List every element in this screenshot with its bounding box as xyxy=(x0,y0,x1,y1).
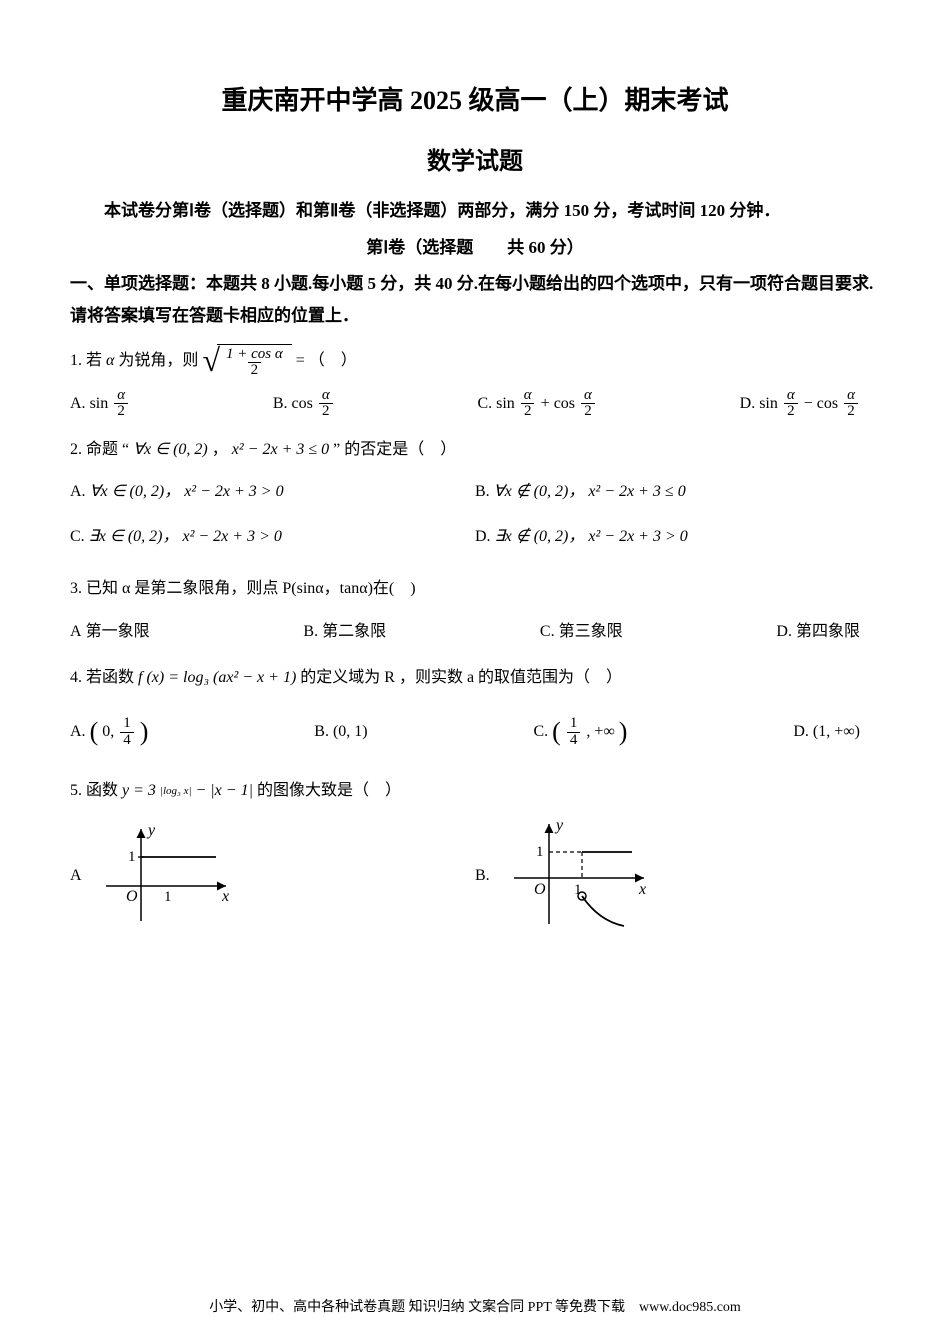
sqrt-icon: √ 1 + cos α 2 xyxy=(202,344,291,380)
q2-options: A. ∀x ∈ (0, 2)， x² − 2x + 3 > 0 B. ∀x ∉ … xyxy=(70,473,880,562)
question-4: 4. 若函数 f (x) = log₃ (ax² − x + 1) 的定义域为 … xyxy=(70,659,880,764)
exam-page: 重庆南开中学高 2025 级高一（上）期末考试 数学试题 本试卷分第Ⅰ卷（选择题… xyxy=(0,0,950,984)
q1-opt-c: C. sin α2 + cos α2 xyxy=(477,385,596,423)
svg-text:O: O xyxy=(534,881,546,898)
q2-pre: 2. 命题 “ xyxy=(70,431,129,469)
svg-text:1: 1 xyxy=(164,889,172,905)
q4-mid: 的定义域为 R ，则实数 a 的取值范围为（ ） xyxy=(300,659,622,697)
q1-pre: 1. 若 xyxy=(70,342,102,380)
q2-opt-c: C. ∃x ∈ (0, 2)， x² − 2x + 3 > 0 xyxy=(70,518,475,556)
svg-text:x: x xyxy=(221,888,229,905)
q2-opt-d: D. ∃x ∉ (0, 2)， x² − 2x + 3 > 0 xyxy=(475,518,880,556)
q3-opt-a: A 第一象限 xyxy=(70,613,150,651)
question-1: 1. 若 α 为锐角，则 √ 1 + cos α 2 = （ ） A. sin … xyxy=(70,342,880,423)
part-header: 一、单项选择题：本题共 8 小题.每小题 5 分，共 40 分.在每小题给出的四… xyxy=(70,268,880,333)
q3-opt-c: C. 第三象限 xyxy=(540,613,623,651)
q1-opt-a: A. sin α2 xyxy=(70,385,130,423)
q3-options: A 第一象限 B. 第二象限 C. 第三象限 D. 第四象限 xyxy=(70,613,880,651)
sub-title: 数学试题 xyxy=(70,141,880,176)
svg-text:1: 1 xyxy=(128,849,136,865)
svg-text:1: 1 xyxy=(536,844,544,860)
q1-opt-d: D. sin α2 − cos α2 xyxy=(740,385,860,423)
svg-text:x: x xyxy=(638,881,646,898)
q5-pre: 5. 函数 xyxy=(70,772,118,810)
q3-opt-d: D. 第四象限 xyxy=(776,613,860,651)
q4-opt-d: D. (1, +∞) xyxy=(793,713,860,751)
question-5: 5. 函数 y = 3|log₃ x| − |x − 1| 的图像大致是（ ） … xyxy=(70,772,880,936)
question-2: 2. 命题 “ ∀x ∈ (0, 2) ， x² − 2x + 3 ≤ 0 ” … xyxy=(70,431,880,562)
section-header: 第Ⅰ卷（选择题 共 60 分） xyxy=(70,233,880,258)
q4-opt-c: C. ( 14 , +∞ ) xyxy=(533,701,627,763)
q3-stem: 3. 已知 α 是第二象限角，则点 P(sinα，tanα)在( ) xyxy=(70,570,416,608)
q1-paren: （ ） xyxy=(309,342,357,380)
svg-text:y: y xyxy=(146,822,156,839)
graph-a-icon: y x O 1 1 xyxy=(96,821,236,931)
q2-opt-a: A. ∀x ∈ (0, 2)， x² − 2x + 3 > 0 xyxy=(70,473,475,511)
main-title: 重庆南开中学高 2025 级高一（上）期末考试 xyxy=(70,80,880,117)
q4-opt-a: A. ( 0, 14 ) xyxy=(70,701,148,763)
q5-opt-b: B. y x O 1 1 xyxy=(475,816,880,936)
page-footer: 小学、初中、高中各种试卷真题 知识归纳 文案合同 PPT 等免费下载 www.d… xyxy=(0,1296,950,1316)
q4-pre: 4. 若函数 xyxy=(70,659,134,697)
q1-options: A. sin α2 B. cos α2 C. sin α2 + cos α2 D… xyxy=(70,385,880,423)
q1-opt-b: B. cos α2 xyxy=(273,385,335,423)
q4-options: A. ( 0, 14 ) B. (0, 1) C. ( 14 , +∞ ) D.… xyxy=(70,701,880,763)
q5-post: 的图像大致是（ ） xyxy=(257,772,401,810)
graph-b-icon: y x O 1 1 xyxy=(504,816,654,936)
q3-opt-b: B. 第二象限 xyxy=(303,613,386,651)
q4-opt-b: B. (0, 1) xyxy=(314,713,367,751)
svg-text:y: y xyxy=(554,817,564,834)
q5-graphs: A y x O 1 xyxy=(70,816,880,936)
q2-opt-b: B. ∀x ∉ (0, 2)， x² − 2x + 3 ≤ 0 xyxy=(475,473,880,511)
q1-alpha: α xyxy=(106,342,114,380)
q1-eq: = xyxy=(296,342,305,380)
svg-text:O: O xyxy=(126,888,138,905)
q1-mid: 为锐角，则 xyxy=(118,342,198,380)
q5-opt-a: A y x O 1 xyxy=(70,816,475,936)
question-3: 3. 已知 α 是第二象限角，则点 P(sinα，tanα)在( ) A 第一象… xyxy=(70,570,880,651)
instructions: 本试卷分第Ⅰ卷（选择题）和第Ⅱ卷（非选择题）两部分，满分 150 分，考试时间 … xyxy=(70,196,880,227)
q2-post: ” 的否定是（ ） xyxy=(333,431,456,469)
